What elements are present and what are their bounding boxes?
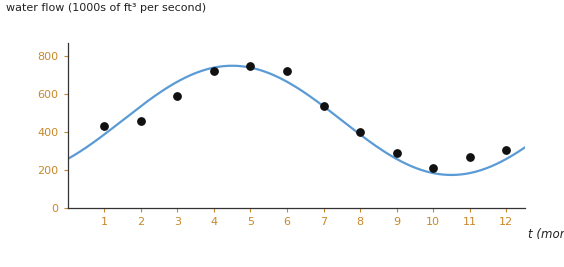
Point xyxy=(429,166,438,170)
Point xyxy=(465,155,474,159)
Point xyxy=(246,64,255,68)
Point xyxy=(136,119,146,123)
Text: water flow (1000s of ft³ per second): water flow (1000s of ft³ per second) xyxy=(6,3,206,13)
Point xyxy=(392,151,401,155)
Point xyxy=(209,69,218,73)
Point xyxy=(319,103,328,108)
Point xyxy=(355,130,364,134)
Point xyxy=(100,124,109,129)
Point xyxy=(173,94,182,98)
Text: t (months): t (months) xyxy=(528,228,564,241)
Point xyxy=(502,148,511,152)
Point xyxy=(283,69,292,73)
